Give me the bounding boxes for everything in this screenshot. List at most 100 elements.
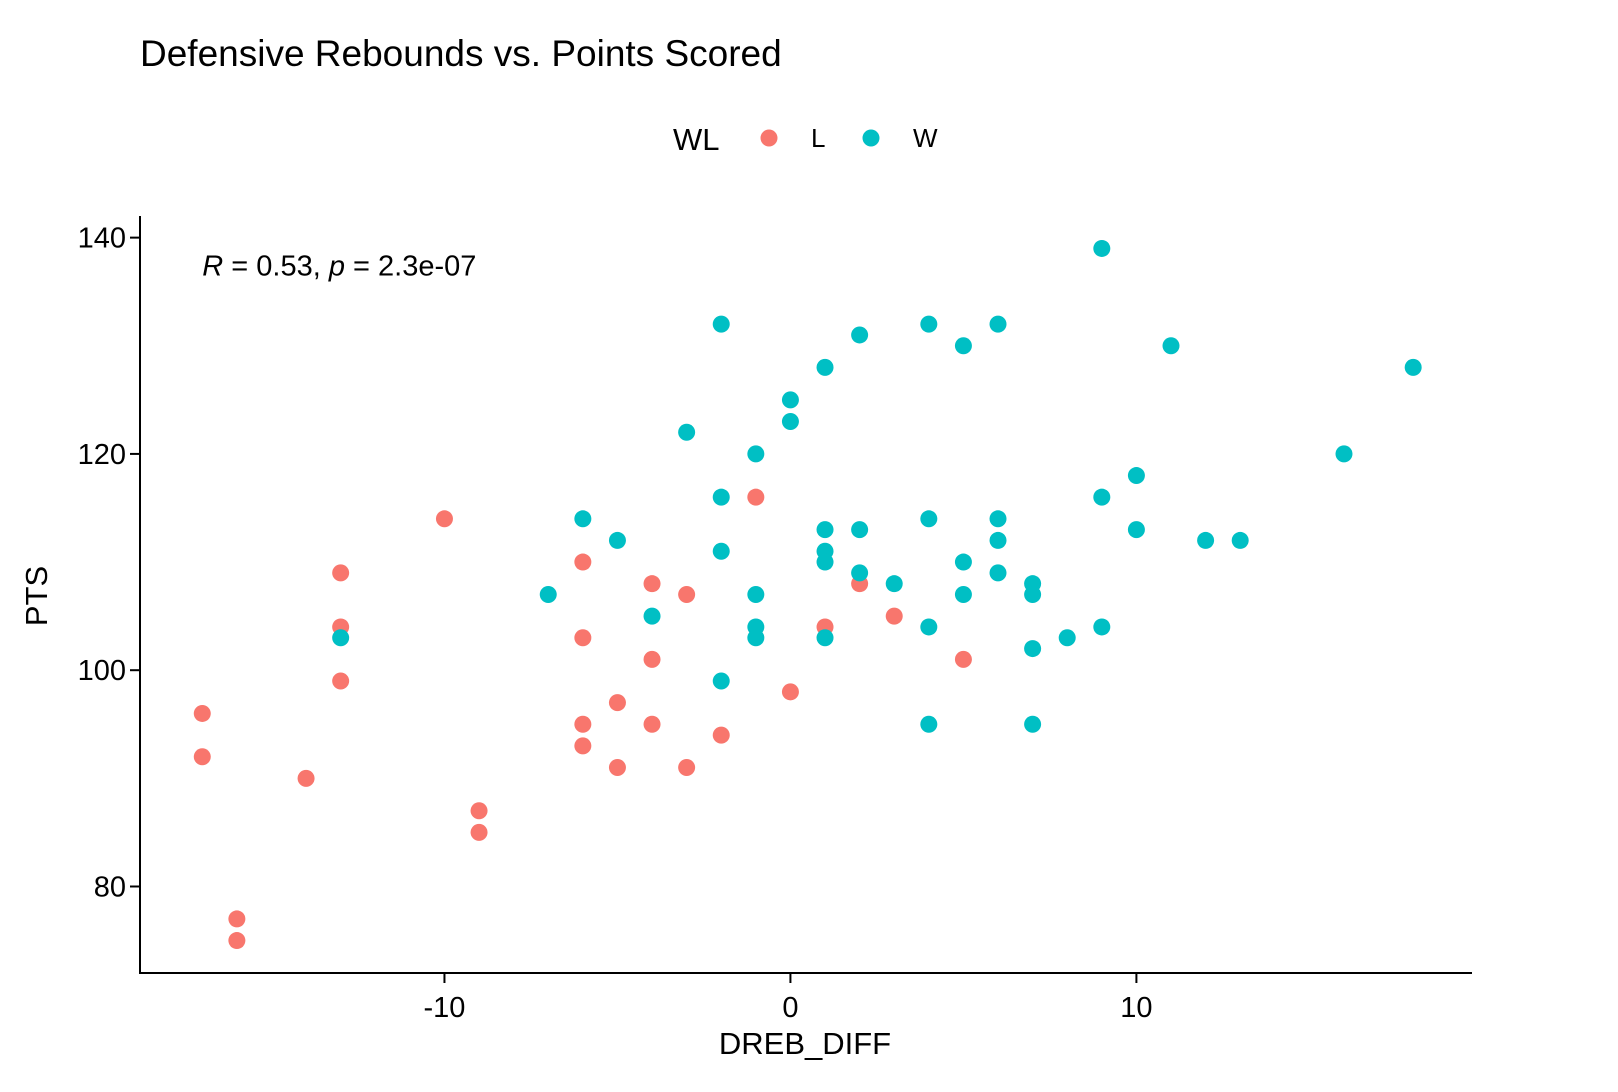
data-point-l — [608, 759, 626, 777]
legend: WL L W — [673, 122, 938, 157]
data-point-w — [1058, 629, 1076, 647]
data-point-w — [712, 672, 730, 690]
data-point-w — [954, 553, 972, 571]
data-point-w — [539, 586, 557, 603]
data-point-l — [435, 510, 453, 528]
data-point-w — [920, 510, 938, 528]
annotation-p-symbol: p — [328, 250, 345, 282]
data-point-w — [816, 358, 834, 376]
annotation-p-value: = 2.3e-07 — [345, 250, 476, 282]
legend-label-w: W — [913, 123, 938, 153]
data-point-w — [1404, 358, 1422, 376]
data-point-l — [470, 802, 488, 820]
data-point-w — [1127, 521, 1145, 539]
data-point-w — [1093, 239, 1111, 257]
legend-title: WL — [673, 122, 720, 157]
y-tick-label: 120 — [78, 439, 126, 471]
data-point-w — [781, 412, 799, 430]
data-point-l — [747, 488, 765, 506]
data-point-l — [643, 715, 661, 733]
data-point-w — [1024, 640, 1042, 658]
data-point-w — [1197, 531, 1215, 549]
data-point-w — [851, 326, 869, 344]
axes — [139, 216, 1472, 974]
data-point-w — [781, 391, 799, 409]
data-point-l — [193, 748, 211, 766]
y-axis-label: PTS — [19, 566, 54, 626]
y-tick-label: 140 — [78, 223, 126, 255]
x-tick-label: 10 — [1120, 992, 1152, 1024]
data-point-l — [470, 823, 488, 841]
data-point-w — [678, 423, 696, 441]
data-point-w — [920, 715, 938, 733]
data-point-l — [781, 683, 799, 701]
data-point-w — [851, 564, 869, 582]
data-point-w — [1024, 586, 1042, 603]
data-point-l — [332, 564, 350, 582]
data-point-w — [920, 315, 938, 333]
x-tick-label: 0 — [782, 992, 798, 1024]
data-point-l — [574, 715, 592, 733]
x-axis-label: DREB_DIFF — [719, 1026, 891, 1061]
data-point-w — [1335, 445, 1353, 463]
data-point-w — [1127, 467, 1145, 485]
data-point-l — [954, 650, 972, 668]
data-point-w — [989, 531, 1007, 549]
legend-label-l: L — [811, 123, 825, 153]
correlation-annotation: R = 0.53, p = 2.3e-07 — [202, 250, 476, 282]
data-point-w — [851, 521, 869, 539]
y-tick-label: 80 — [94, 871, 126, 903]
data-point-w — [989, 564, 1007, 582]
data-point-l — [608, 694, 626, 712]
data-point-l — [574, 553, 592, 571]
legend-marker-w — [862, 129, 880, 147]
data-point-l — [678, 759, 696, 777]
data-point-w — [1162, 337, 1180, 355]
data-point-w — [712, 542, 730, 560]
data-point-w — [920, 618, 938, 636]
data-point-w — [954, 337, 972, 355]
data-point-w — [885, 575, 903, 593]
data-point-l — [678, 586, 696, 603]
data-point-l — [885, 607, 903, 625]
data-point-w — [608, 531, 626, 549]
x-ticks: -10 0 10 — [423, 973, 1153, 1024]
data-point-l — [712, 726, 730, 744]
data-point-l — [193, 704, 211, 722]
data-point-w — [574, 510, 592, 528]
data-point-l — [332, 672, 350, 690]
data-point-l — [574, 737, 592, 755]
data-point-w — [747, 629, 765, 647]
annotation-r-value: = 0.53, — [223, 250, 329, 282]
data-point-l — [574, 629, 592, 647]
data-point-w — [643, 607, 661, 625]
data-point-l — [643, 650, 661, 668]
data-point-w — [747, 445, 765, 463]
data-point-w — [989, 510, 1007, 528]
data-point-w — [1093, 618, 1111, 636]
data-point-w — [1093, 488, 1111, 506]
data-point-w — [954, 586, 972, 603]
x-tick-label: -10 — [423, 992, 465, 1024]
data-point-w — [332, 629, 350, 647]
data-point-w — [712, 488, 730, 506]
data-point-w — [1231, 531, 1249, 549]
data-point-w — [989, 315, 1007, 333]
y-ticks: 80 100 120 140 — [78, 223, 140, 903]
data-point-l — [228, 910, 246, 928]
data-point-l — [228, 932, 246, 950]
data-points — [193, 239, 1422, 950]
legend-marker-l — [760, 129, 778, 147]
data-point-l — [297, 769, 315, 787]
data-point-w — [816, 553, 834, 571]
data-point-w — [816, 521, 834, 539]
annotation-r-symbol: R — [202, 250, 223, 282]
data-point-w — [747, 586, 765, 603]
chart-title: Defensive Rebounds vs. Points Scored — [140, 33, 782, 74]
data-point-w — [816, 629, 834, 647]
data-point-l — [643, 575, 661, 593]
data-point-w — [1024, 715, 1042, 733]
data-point-w — [712, 315, 730, 333]
y-tick-label: 100 — [78, 655, 126, 687]
